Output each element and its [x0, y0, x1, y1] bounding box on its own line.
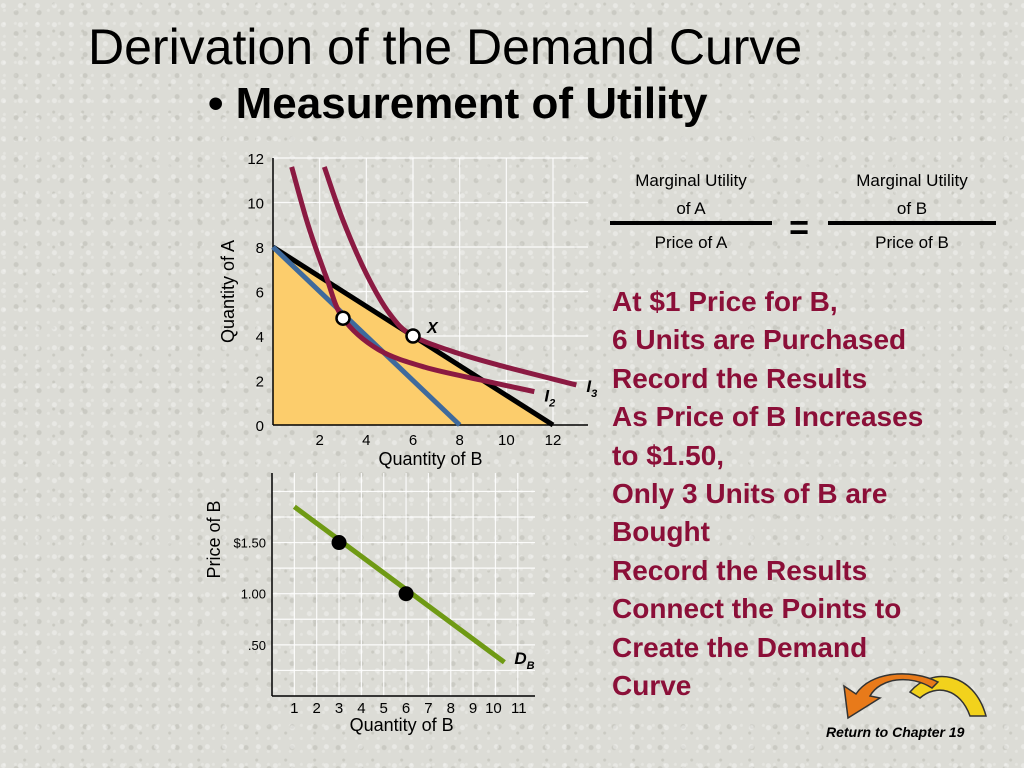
y-tick-label: 10	[247, 196, 264, 213]
indifference-curve-i2	[289, 166, 535, 395]
return-arrow-icon[interactable]	[840, 672, 990, 724]
budget-line-2	[271, 245, 462, 427]
formula-right-numerator-line2: of B	[897, 199, 927, 218]
x-tick-label: 8	[455, 432, 463, 449]
x-tick-label: 2	[315, 432, 323, 449]
x-tick-label: 11	[511, 700, 527, 717]
formula-right-denominator: Price of B	[875, 233, 949, 252]
curve-label-subscript: 3	[591, 388, 597, 400]
tangency-point	[335, 310, 351, 326]
x-axis-title: Quantity of B	[350, 715, 454, 735]
y-tick-label: 0	[256, 418, 264, 435]
tangency-point	[405, 328, 421, 344]
indifference-curve-i3	[321, 166, 577, 388]
y-tick-label: 1.00	[241, 587, 266, 602]
x-tick-label: 3	[335, 700, 343, 717]
y-axis-title: Price of B	[204, 500, 224, 578]
explanation-line: Create the Demand	[612, 631, 868, 663]
explanation-line: Only 3 Units of B are	[612, 478, 888, 510]
x-tick-label: 9	[469, 700, 477, 717]
y-tick-label: 6	[256, 285, 264, 302]
x-axis-title: Quantity of B	[378, 449, 482, 469]
x-tick-label: 7	[424, 700, 432, 717]
demand-chart: DB.501.00$1.50123456789101112Quantity of…	[204, 473, 535, 735]
formula-left-denominator: Price of A	[655, 233, 728, 252]
curve-label-subscript: 2	[548, 398, 555, 410]
x-tick-label: 2	[313, 700, 321, 717]
utility-formula: Marginal Utility of A Price of A = Margi…	[610, 171, 996, 252]
return-to-chapter-link[interactable]: Return to Chapter 19	[826, 724, 965, 740]
return-arrow-icon-left-arch	[843, 673, 940, 720]
explanation-line: As Price of B Increases	[612, 401, 924, 433]
explanation-line: Record the Results	[612, 362, 868, 394]
explanation-line: to $1.50,	[612, 439, 725, 471]
explanation-line: Curve	[612, 670, 692, 702]
x-tick-label: 4	[362, 432, 370, 449]
y-axis-title: Quantity of A	[218, 240, 238, 343]
formula-left-numerator-line1: Marginal Utility	[635, 171, 747, 190]
x-tick-label: 10	[485, 700, 502, 717]
x-tick-label: 8	[447, 700, 455, 717]
y-tick-label: 8	[256, 240, 264, 257]
y-tick-label: 4	[256, 329, 264, 346]
indifference-chart: I2 I3 X 0 2 4 6 8 10 12 2 4 6 8 10 12 Quantity of B Quant…	[218, 151, 597, 469]
slide-title: Derivation of the Demand Curve	[88, 19, 803, 75]
explanation-line: Connect the Points to	[612, 593, 902, 625]
formula-equals: =	[789, 209, 809, 247]
demand-curve-label-subscript: B	[527, 660, 535, 672]
explanation-line: Bought	[612, 516, 710, 548]
curve-label-i2: I2	[544, 387, 555, 410]
x-tick-label: 5	[380, 700, 388, 717]
explanation-line: At $1 Price for B,	[612, 286, 838, 317]
slide-subtitle: • Measurement of Utility	[208, 79, 708, 128]
demand-curve-line	[292, 504, 506, 665]
x-tick-label: 10	[498, 432, 515, 449]
formula-right-numerator-line1: Marginal Utility	[856, 171, 968, 190]
curve-label-i3: I3	[586, 377, 597, 400]
y-tick-label: .50	[248, 638, 266, 653]
x-tick-label: 6	[409, 432, 417, 449]
demand-point	[398, 586, 414, 602]
x-tick-label: 12	[545, 432, 562, 449]
y-tick-label: 2	[256, 374, 264, 391]
y-tick-label: 12	[247, 151, 264, 168]
explanation-text: At $1 Price for B, 6 Units are Purchased…	[612, 283, 1022, 705]
tangency-point-label: X	[426, 320, 439, 337]
demand-point	[331, 535, 347, 551]
explanation-line: Record the Results	[612, 554, 868, 586]
formula-left-numerator-line2: of A	[676, 199, 706, 218]
explanation-line: 6 Units are Purchased	[612, 324, 907, 356]
x-tick-label: 1	[290, 700, 298, 717]
x-tick-label: 6	[402, 700, 410, 717]
x-tick-label: 4	[357, 700, 365, 717]
y-tick-label: $1.50	[233, 536, 266, 551]
